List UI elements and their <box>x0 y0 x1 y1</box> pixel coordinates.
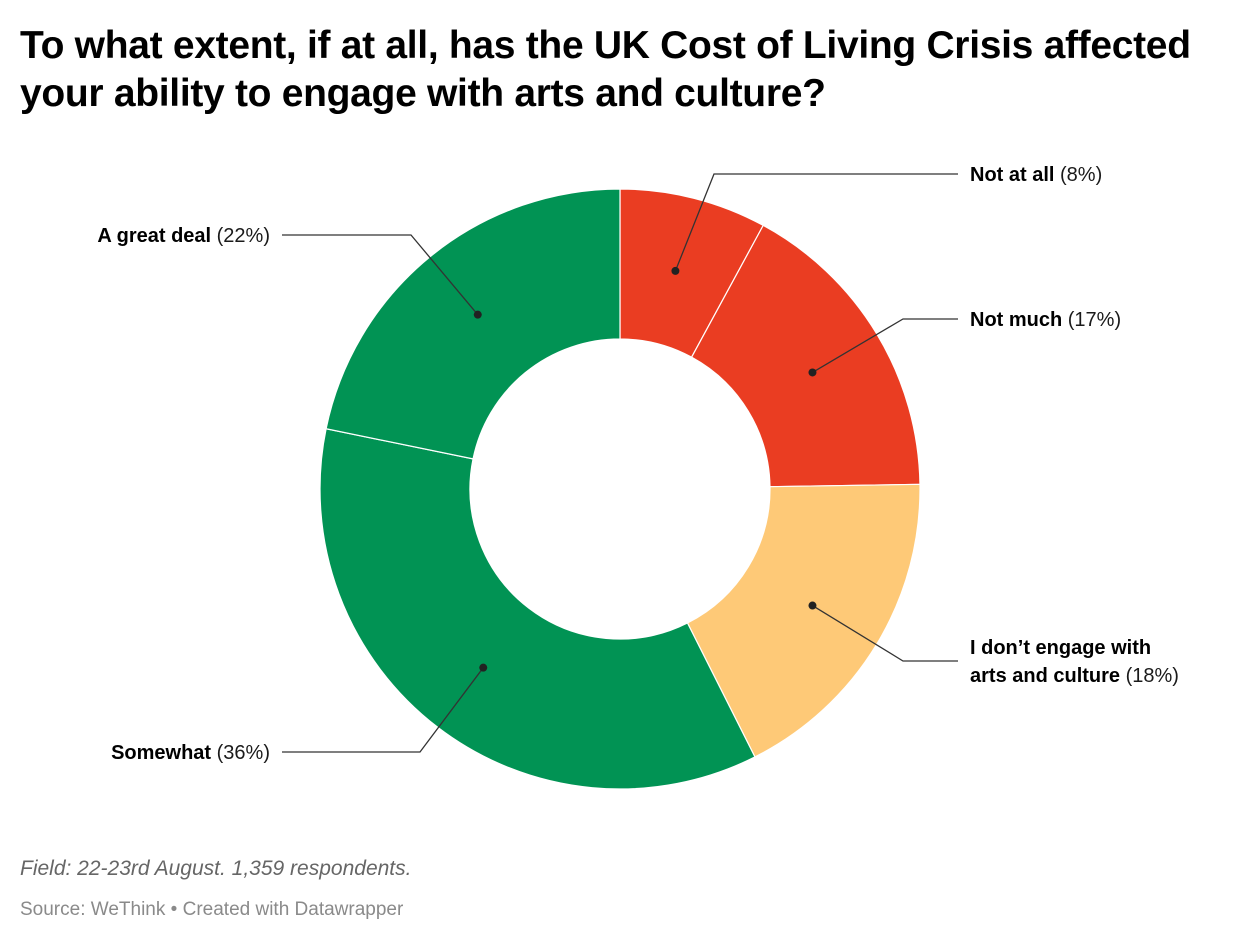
label-i-don-t-engage-with-arts-and-culture: I don’t engage with arts and culture (18%… <box>970 637 1179 687</box>
leader-line-somewhat <box>282 667 484 753</box>
source-separator: • <box>170 899 178 920</box>
label-category: Somewhat <box>111 742 211 764</box>
label-percentage: (18%) <box>1120 665 1179 687</box>
slice-not-much <box>690 224 921 488</box>
leader-dot-not-much <box>808 368 817 377</box>
leader-dot-i-don-t-engage-with-arts-and-culture <box>808 601 817 610</box>
label-category: Not at all <box>970 164 1054 186</box>
label-category: A great deal <box>97 225 211 247</box>
leader-dot-not-at-all <box>671 266 680 275</box>
label-percentage: (22%) <box>211 225 270 247</box>
leader-line-a-great-deal <box>282 234 479 316</box>
chart-title: To what extent, if at all, has the UK Co… <box>20 24 1191 115</box>
label-percentage: (17%) <box>1062 309 1121 331</box>
slice-labels: Not at all (8%) Not much (17%) I don’t eng… <box>97 164 1179 764</box>
label-category: I don’t engage with <box>970 637 1151 659</box>
label-percentage: (8%) <box>1054 164 1102 186</box>
chart-source: Source: WeThink • Created with Datawrapp… <box>20 899 403 921</box>
leader-lines <box>282 173 958 753</box>
label-percentage: (36%) <box>211 742 270 764</box>
label-not-much: Not much (17%) <box>970 309 1121 331</box>
leader-line-i-don-t-engage-with-arts-and-culture <box>812 604 958 662</box>
chart-notes: Field: 22-23rd August. 1,359 respondents… <box>20 857 412 880</box>
leader-line-not-much <box>812 318 958 374</box>
label-somewhat: Somewhat (36%) <box>111 742 270 764</box>
leader-line-not-at-all <box>674 173 958 272</box>
label-not-at-all: Not at all (8%) <box>970 164 1102 186</box>
label-a-great-deal: A great deal (22%) <box>97 225 270 247</box>
slice-i-don-t-engage-with-arts-and-culture <box>686 483 921 758</box>
slice-somewhat <box>319 428 756 790</box>
donut-slices <box>319 188 921 790</box>
leader-dot-somewhat <box>479 663 488 672</box>
datawrapper-credit[interactable]: Created with Datawrapper <box>182 899 404 920</box>
label-category: arts and culture <box>970 665 1120 687</box>
source-label: Source: WeThink <box>20 899 166 920</box>
leader-dot-a-great-deal <box>473 310 482 319</box>
label-category: Not much <box>970 309 1062 331</box>
slice-a-great-deal <box>325 188 621 460</box>
